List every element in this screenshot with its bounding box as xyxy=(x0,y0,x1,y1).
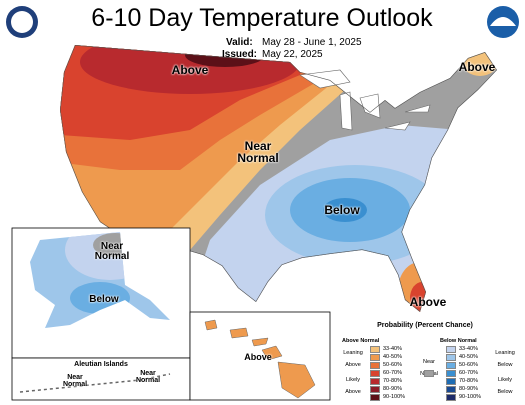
legend-bin-label: 60-70% xyxy=(459,370,478,376)
legend-bin-label: 33-40% xyxy=(459,346,478,352)
legend-bin-label: 80-90% xyxy=(459,386,478,392)
legend-swatch xyxy=(370,394,380,401)
legend-swatch xyxy=(370,346,380,353)
map-label: Above xyxy=(171,63,209,77)
legend-bin-label: 60-70% xyxy=(383,370,402,376)
map-label: Near Normal xyxy=(237,139,279,165)
legend-bin-label: 33-40% xyxy=(383,346,402,352)
legend-swatch xyxy=(370,378,380,385)
map-label: Above xyxy=(458,60,496,74)
legend-bin-label: 40-50% xyxy=(383,354,402,360)
aleutian-title: Aleutian Islands xyxy=(74,361,128,368)
legend-swatch xyxy=(370,386,380,393)
below-60 xyxy=(323,198,367,222)
legend-bin-label: 50-60% xyxy=(383,362,402,368)
aleutian-inset xyxy=(11,357,191,401)
aleutian-label: Near Normal xyxy=(135,370,161,384)
legend-swatch xyxy=(446,370,456,377)
legend-bin-label: 70-80% xyxy=(459,378,478,384)
aleutian-islands xyxy=(19,373,171,393)
legend-bin-label: 80-90% xyxy=(383,386,402,392)
legend-leaning-above: Leaning Above xyxy=(343,350,363,368)
title: 6-10 Day Temperature Outlook xyxy=(91,4,433,32)
alaska-label: Near Normal xyxy=(94,241,130,262)
logos xyxy=(6,6,519,38)
legend-bin-label: 40-50% xyxy=(459,354,478,360)
valid-dates: May 28 - June 1, 2025 xyxy=(262,37,362,48)
issued-label: Issued: xyxy=(222,49,258,60)
legend-swatch xyxy=(446,394,456,401)
legend-swatch xyxy=(446,386,456,393)
legend-title: Probability (Percent Chance) xyxy=(377,322,473,329)
valid-label: Valid: xyxy=(226,37,253,48)
legend-bin-label: 90-100% xyxy=(383,394,406,400)
legend-likely-above: Likely Above xyxy=(345,377,361,395)
legend-leaning-below: Leaning Below xyxy=(495,350,515,368)
legend-swatch xyxy=(446,354,456,361)
legend-swatch xyxy=(446,346,456,353)
issued-date: May 22, 2025 xyxy=(262,49,323,60)
legend-swatch xyxy=(370,370,380,377)
alaska-label: Below xyxy=(89,294,119,305)
legend-swatch xyxy=(446,362,456,369)
legend-swatch xyxy=(370,362,380,369)
legend-bin-label: 50-60% xyxy=(459,362,478,368)
legend-below-title: Below Normal xyxy=(440,338,477,344)
hawaii-label: Above xyxy=(244,352,272,362)
aleutian-label: Near Normal xyxy=(62,374,88,388)
legend-bin-label: 70-80% xyxy=(383,378,402,384)
legend-likely-below: Likely Below xyxy=(497,377,513,395)
legend-above-title: Above Normal xyxy=(342,338,380,344)
legend-swatch xyxy=(370,354,380,361)
legend-near-swatch xyxy=(424,370,434,377)
legend-swatch xyxy=(446,378,456,385)
legend-bin-label: 90-100% xyxy=(459,394,482,400)
map-label: Above xyxy=(409,295,447,309)
hawaii-islands xyxy=(204,319,316,399)
map-label: Below xyxy=(324,203,360,217)
